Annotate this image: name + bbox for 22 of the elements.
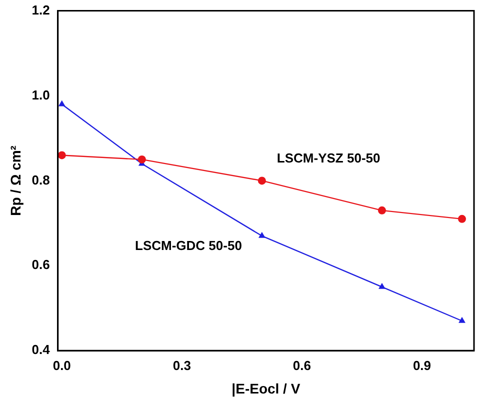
y-tick-label: 1.2 (32, 2, 50, 18)
y-axis-title: Rp / Ω cm² (7, 145, 24, 216)
point (458, 214, 466, 223)
point (138, 155, 146, 164)
y-tick-label: 0.8 (32, 172, 50, 188)
point (258, 176, 266, 185)
y-tick-label: 1.0 (32, 87, 50, 102)
series-label: LSCM-YSZ 50-50 (276, 150, 380, 166)
y-tick-label: 0.4 (32, 342, 51, 358)
x-tick-label: 0.6 (292, 358, 311, 373)
point (58, 151, 66, 160)
point (258, 232, 266, 238)
x-tick-label: 0.0 (52, 358, 71, 373)
point (378, 206, 386, 214)
x-tick-label: 0.9 (412, 358, 432, 373)
x-tick-label: 0.3 (172, 358, 191, 373)
x-axis-title: |E-Eocl / V (232, 380, 301, 398)
point (378, 282, 386, 289)
y-tick-label: 0.6 (32, 257, 50, 272)
point (458, 316, 466, 323)
point (58, 100, 66, 106)
series-label: LSCM-GDC 50-50 (135, 238, 242, 253)
